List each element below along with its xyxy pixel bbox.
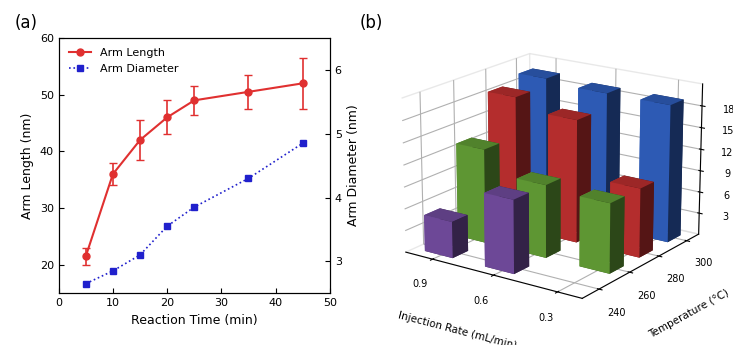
X-axis label: Injection Rate (mL/min): Injection Rate (mL/min) [397, 310, 518, 345]
Arm Diameter [163, 224, 172, 228]
Text: (a): (a) [15, 13, 37, 32]
Text: (b): (b) [359, 13, 383, 32]
Arm Diameter [298, 141, 307, 145]
Y-axis label: Arm Length (nm): Arm Length (nm) [21, 112, 34, 219]
Arm Diameter [136, 253, 144, 257]
Arm Diameter [108, 269, 117, 273]
Legend: Arm Length, Arm Diameter: Arm Length, Arm Diameter [65, 43, 183, 78]
Arm Diameter [244, 176, 253, 180]
Arm Diameter [190, 205, 199, 209]
Line: Arm Diameter: Arm Diameter [82, 140, 306, 287]
Y-axis label: Arm Diameter (nm): Arm Diameter (nm) [347, 105, 361, 226]
X-axis label: Reaction Time (min): Reaction Time (min) [131, 314, 257, 327]
Y-axis label: Temperature (°C): Temperature (°C) [647, 288, 731, 341]
Arm Diameter [81, 282, 90, 286]
